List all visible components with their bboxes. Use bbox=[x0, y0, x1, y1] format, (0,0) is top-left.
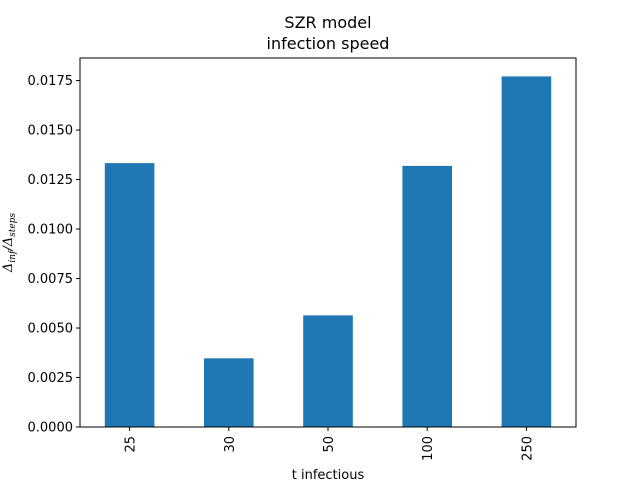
y-tick-label: 0.0100 bbox=[28, 223, 74, 238]
y-tick-label: 0.0125 bbox=[28, 173, 74, 188]
y-label-separator: / bbox=[1, 245, 16, 253]
bar-100 bbox=[402, 165, 452, 427]
x-tick-label: 50 bbox=[322, 436, 337, 453]
x-tick-label: 25 bbox=[124, 436, 139, 453]
y-label-delta-1: Δ bbox=[1, 263, 16, 273]
y-tick-label: 0.0175 bbox=[28, 74, 74, 89]
y-axis-label: Δinf/Δsteps bbox=[1, 213, 18, 274]
y-tick-label: 0.0150 bbox=[28, 124, 74, 139]
bar-25 bbox=[104, 163, 155, 427]
y-label-delta-2: Δ bbox=[1, 237, 16, 247]
bar-250 bbox=[501, 76, 552, 428]
chart-subtitle: infection speed bbox=[267, 34, 390, 53]
y-label-denominator-sub: steps bbox=[8, 213, 18, 237]
y-label-numerator-sub: inf bbox=[8, 249, 18, 263]
y-tick-label: 0.0075 bbox=[28, 272, 74, 287]
x-tick-label: 100 bbox=[421, 436, 436, 461]
y-tick-label: 0.0000 bbox=[28, 421, 74, 436]
y-tick-label: 0.0025 bbox=[28, 371, 74, 386]
x-tick-label: 30 bbox=[223, 436, 238, 453]
plot-frame bbox=[79, 57, 577, 428]
bar-30 bbox=[204, 358, 254, 427]
chart-title: SZR model bbox=[284, 13, 371, 32]
bar-50 bbox=[303, 315, 353, 427]
y-tick-label: 0.0050 bbox=[28, 322, 74, 337]
x-axis-label: t infectious bbox=[292, 468, 365, 480]
x-tick-label: 250 bbox=[520, 436, 535, 461]
